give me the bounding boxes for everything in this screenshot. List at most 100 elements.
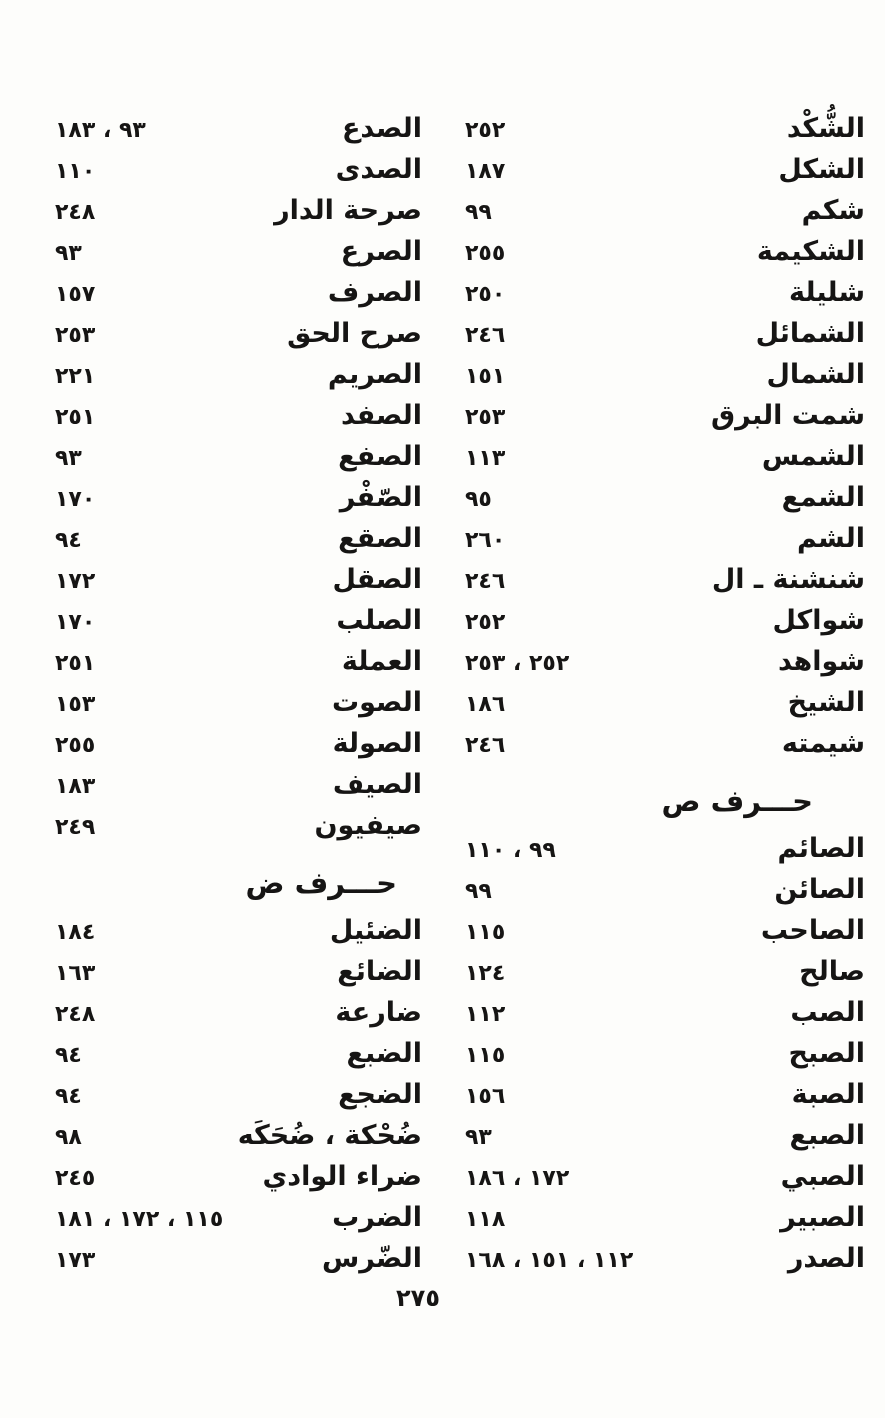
index-page-numbers: ٩٣ bbox=[55, 446, 82, 471]
index-page-numbers: ١١٣ bbox=[465, 446, 506, 471]
index-entry-row: الصلب ١٧٠ bbox=[55, 600, 422, 641]
index-entry-row: الصدى ١١٠ bbox=[55, 149, 422, 190]
index-term: الصب bbox=[790, 997, 865, 1028]
index-entry-row: الصدر ١١٢ ، ١٥١ ، ١٦٨ bbox=[465, 1238, 865, 1279]
index-entry-row: الضائع ١٦٣ bbox=[55, 951, 422, 992]
index-entry-row: الضجع ٩٤ bbox=[55, 1074, 422, 1115]
index-entry-row: شيمته ٢٤٦ bbox=[465, 723, 865, 764]
index-page-numbers: ١٧٢ ، ١٨٦ bbox=[465, 1166, 570, 1191]
index-term: الشيخ bbox=[787, 687, 865, 718]
index-page-numbers: ٢٢١ bbox=[55, 364, 96, 389]
index-entry-row: الضّرس ١٧٣ bbox=[55, 1238, 422, 1279]
index-entry-row: شواهد ٢٥٢ ، ٢٥٣ bbox=[465, 641, 865, 682]
index-entry-row: الشمع ٩٥ bbox=[465, 477, 865, 518]
index-entry-row: الصّفْر ١٧٠ bbox=[55, 477, 422, 518]
index-page-numbers: ٢٤٩ bbox=[55, 815, 96, 840]
section-header-label: حـــرف ض bbox=[245, 866, 397, 900]
index-page-numbers: ١٧٠ bbox=[55, 487, 96, 512]
index-term: الصّفْر bbox=[339, 482, 422, 513]
index-page-numbers: ١٧٣ bbox=[55, 1248, 96, 1273]
index-page-numbers: ٢٥٣ bbox=[465, 405, 506, 430]
index-term: الصلب bbox=[336, 605, 422, 636]
index-entry-row: صرح الحق ٢٥٣ bbox=[55, 313, 422, 354]
index-entry-row: الصبير ١١٨ bbox=[465, 1197, 865, 1238]
index-entry-row: شليلة ٢٥٠ bbox=[465, 272, 865, 313]
index-term: الصقل bbox=[332, 564, 422, 595]
index-page-numbers: ١٥١ bbox=[465, 364, 506, 389]
index-entry-row: العملة ٢٥١ bbox=[55, 641, 422, 682]
index-term: الشمع bbox=[781, 482, 865, 513]
index-term: الشمس bbox=[761, 441, 865, 472]
index-entry-row: الشمائل ٢٤٦ bbox=[465, 313, 865, 354]
index-page-numbers: ٢٥٢ bbox=[465, 118, 506, 143]
index-term: ضراء الوادي bbox=[262, 1161, 422, 1192]
index-page-numbers: ١٧٠ bbox=[55, 610, 96, 635]
index-page-numbers: ٢٥٢ ، ٢٥٣ bbox=[465, 651, 570, 676]
index-term: الصدع bbox=[341, 113, 422, 144]
index-page-numbers: ١٢٤ bbox=[465, 961, 506, 986]
index-page-numbers: ٢٥٢ bbox=[465, 610, 506, 635]
index-term: الصائن bbox=[774, 874, 865, 905]
index-term: شواكل bbox=[772, 605, 865, 636]
index-entry-row: الصفد ٢٥١ bbox=[55, 395, 422, 436]
index-term: شواهد bbox=[777, 646, 865, 677]
index-entry-row: الصائم ٩٩ ، ١١٠ bbox=[465, 828, 865, 869]
index-entry-row: ضارعة ٢٤٨ bbox=[55, 992, 422, 1033]
index-page-numbers: ١١٢ bbox=[465, 1002, 506, 1027]
index-term: الصرف bbox=[327, 277, 422, 308]
index-page-numbers: ٢٥٣ bbox=[55, 323, 96, 348]
index-term: شنشنة ـ ال bbox=[711, 564, 865, 595]
index-term: شليلة bbox=[789, 277, 865, 308]
index-entry-row: الشم ٢٦٠ bbox=[465, 518, 865, 559]
index-page-numbers: ٢٥١ bbox=[55, 651, 96, 676]
index-term: الشم bbox=[796, 523, 865, 554]
index-page-numbers: ٢٥٠ bbox=[465, 282, 506, 307]
index-term: الصاحب bbox=[760, 915, 865, 946]
index-term: الصفع bbox=[338, 441, 422, 472]
index-entry-row: الصب ١١٢ bbox=[465, 992, 865, 1033]
index-entry-row: صالح ١٢٤ bbox=[465, 951, 865, 992]
index-page-numbers: ٢٥٥ bbox=[55, 733, 96, 758]
index-term: صالح bbox=[799, 956, 865, 987]
index-term: شمت البرق bbox=[711, 400, 865, 431]
index-entry-row: شمت البرق ٢٥٣ bbox=[465, 395, 865, 436]
index-entry-row: الضرب ١١٥ ، ١٧٢ ، ١٨١ bbox=[55, 1197, 422, 1238]
index-term: الصبة bbox=[791, 1079, 865, 1110]
index-term: الصبير bbox=[780, 1202, 865, 1233]
index-page-numbers: ٩٤ bbox=[55, 528, 82, 553]
index-page-numbers: ٢٤٨ bbox=[55, 1002, 96, 1027]
section-header: حـــرف ض bbox=[55, 860, 422, 906]
index-page-numbers: ٩٣ bbox=[465, 1125, 492, 1150]
index-term: الضجع bbox=[338, 1079, 422, 1110]
index-page-numbers: ١١٢ ، ١٥١ ، ١٦٨ bbox=[465, 1248, 634, 1273]
index-term: الصفد bbox=[340, 400, 422, 431]
index-entry-row: الشكل ١٨٧ bbox=[465, 149, 865, 190]
index-term: شيمته bbox=[781, 728, 865, 759]
index-page-numbers: ٢٤٥ bbox=[55, 1166, 96, 1191]
index-page-numbers: ١٧٢ bbox=[55, 569, 96, 594]
index-page-numbers: ٩٩ bbox=[465, 879, 492, 904]
index-term: الصدر bbox=[787, 1243, 865, 1274]
index-entry-row: الصبي ١٧٢ ، ١٨٦ bbox=[465, 1156, 865, 1197]
index-page-numbers: ٩٥ bbox=[465, 487, 492, 512]
index-term: الصقع bbox=[338, 523, 422, 554]
index-entry-row: صرحة الدار ٢٤٨ bbox=[55, 190, 422, 231]
index-page-numbers: ١٥٣ bbox=[55, 692, 96, 717]
index-page-numbers: ٩٣ bbox=[55, 241, 82, 266]
index-term: الشكل bbox=[778, 154, 865, 185]
index-entry-row: الصرف ١٥٧ bbox=[55, 272, 422, 313]
index-term: الضرب bbox=[332, 1202, 422, 1233]
index-page-numbers: ٢٤٦ bbox=[465, 569, 506, 594]
index-term: الصبح bbox=[788, 1038, 865, 1069]
index-page-numbers: ١١٥ bbox=[465, 1043, 506, 1068]
index-term: الصائم bbox=[777, 833, 865, 864]
index-term: العملة bbox=[341, 646, 422, 677]
index-page-numbers: ٩٩ ، ١١٠ bbox=[465, 838, 556, 863]
index-entry-row: الصرع ٩٣ bbox=[55, 231, 422, 272]
index-entry-row: الضبع ٩٤ bbox=[55, 1033, 422, 1074]
index-term: صرح الحق bbox=[287, 318, 422, 349]
index-entry-row: الصائن ٩٩ bbox=[465, 869, 865, 910]
index-term: الشُّكْد bbox=[786, 113, 865, 144]
index-column-right: الشُّكْد ٢٥٢ الشكل ١٨٧ شكم ٩٩ الشكيمة ٢٥٥ شليلة ٢… bbox=[465, 108, 865, 1279]
